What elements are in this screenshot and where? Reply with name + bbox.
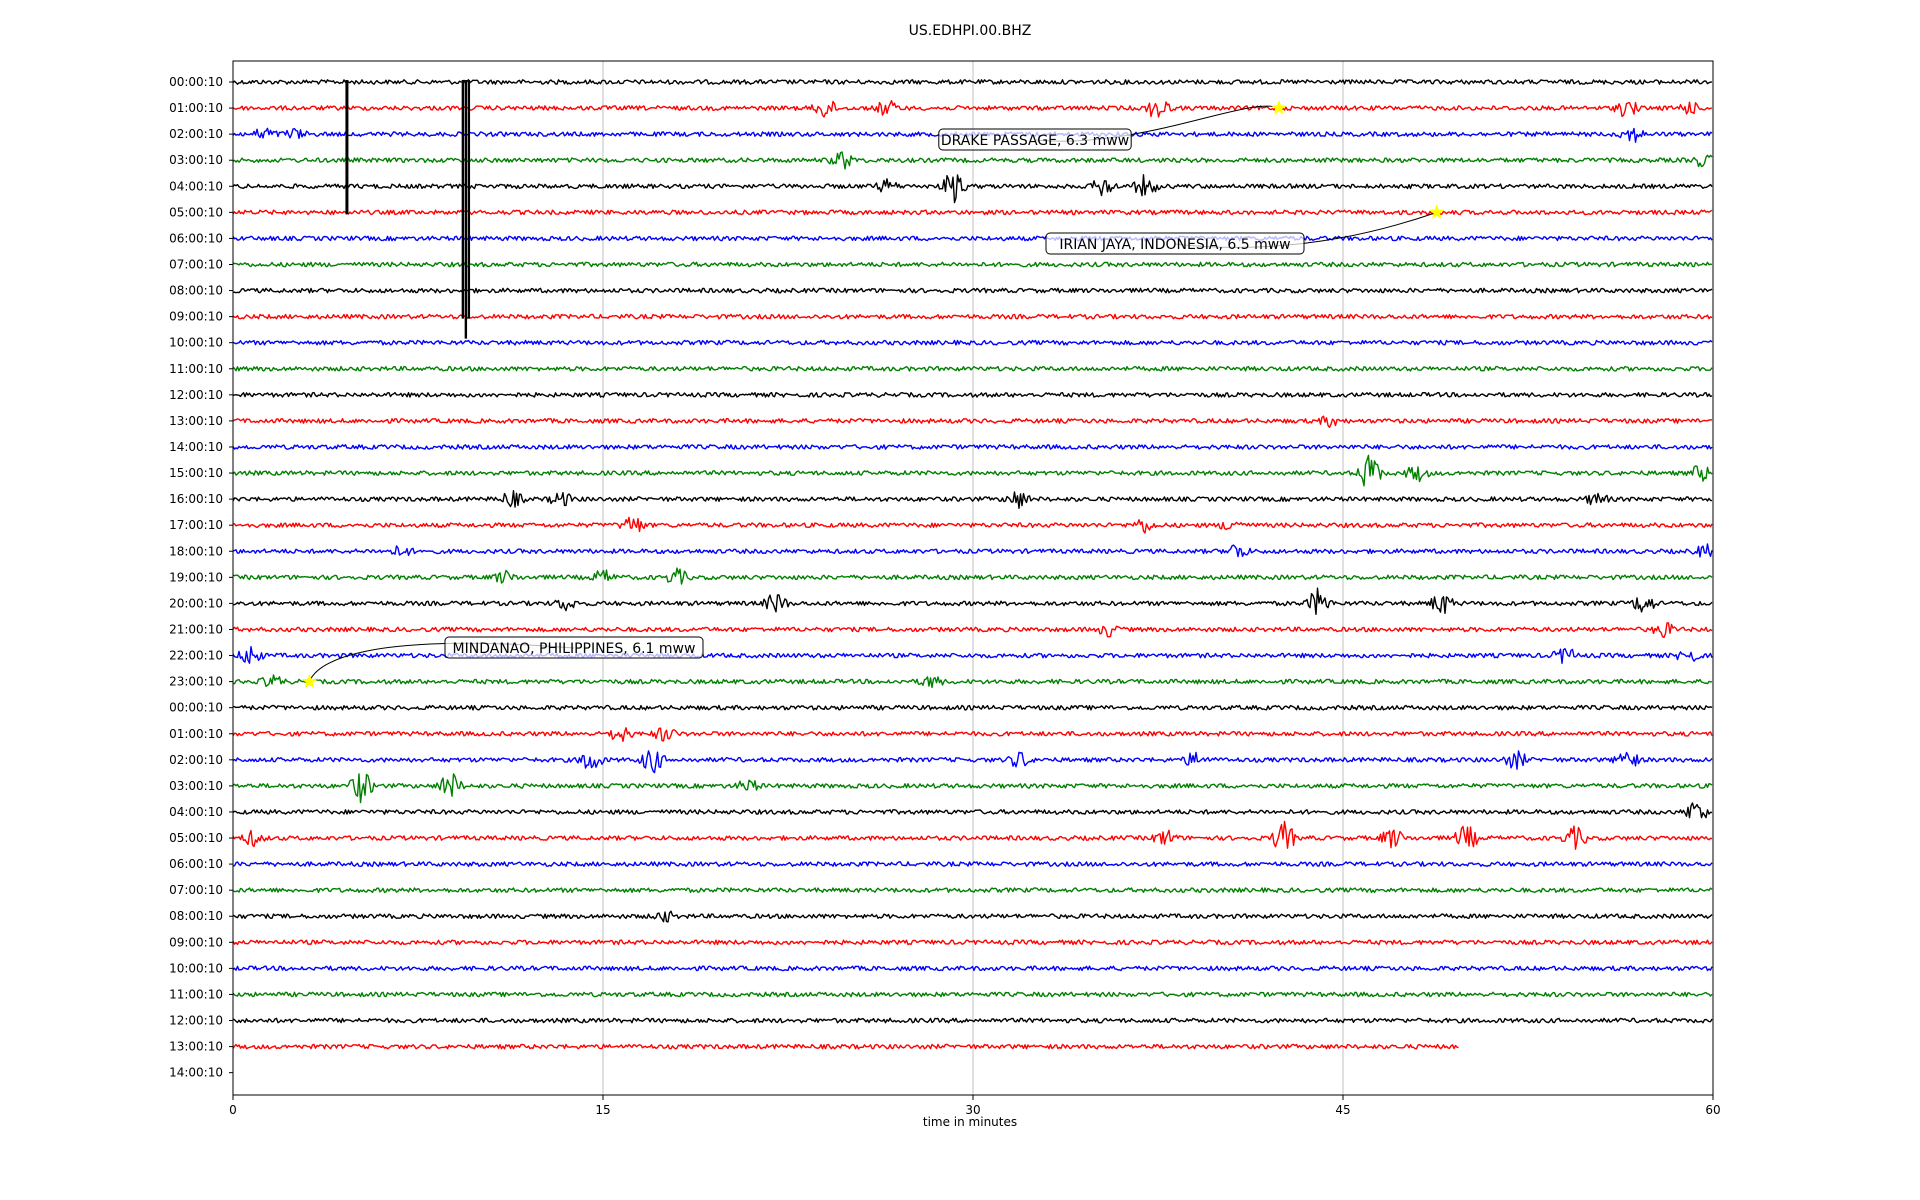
y-tick-label: 06:00:10 <box>169 231 223 245</box>
trace-6 <box>232 235 1713 242</box>
trace-18 <box>232 543 1713 558</box>
trace-5 <box>232 209 1713 216</box>
y-tick-label: 00:00:10 <box>169 701 223 715</box>
trace-7 <box>232 261 1713 268</box>
trace-28 <box>232 802 1713 819</box>
x-axis: 0 15 30 45 60 <box>229 1095 1721 1117</box>
y-tick-label: 03:00:10 <box>169 153 223 167</box>
event-label-box <box>938 128 1132 151</box>
trace-34 <box>232 965 1713 972</box>
chart-title: US.EDHPI.00.BHZ <box>909 23 1032 39</box>
x-tick-label: 45 <box>1335 1103 1350 1117</box>
y-tick-labels: 00:00:10 01:00:10 02:00:10 03:00:10 04:00:10… <box>169 75 233 1080</box>
trace-10 <box>232 339 1713 346</box>
y-tick-label: 11:00:10 <box>169 362 223 376</box>
trace-16 <box>232 490 1713 509</box>
trace-12 <box>232 391 1713 398</box>
y-tick-label: 15:00:10 <box>169 466 223 480</box>
x-tick-label: 15 <box>595 1103 610 1117</box>
y-tick-label: 10:00:10 <box>169 336 223 350</box>
y-tick-label: 13:00:10 <box>169 414 223 428</box>
y-tick-label: 09:00:10 <box>169 935 223 949</box>
event-annotations: DRAKE PASSAGE, 6.3 mww IRIAN JAYA, INDONE… <box>301 100 1445 689</box>
y-tick-label: 00:00:10 <box>169 75 223 89</box>
y-tick-label: 12:00:10 <box>169 1014 223 1028</box>
event-label: IRIAN JAYA, INDONESIA, 6.5 mww <box>1059 237 1290 253</box>
trace-37 <box>232 1043 1459 1050</box>
trace-3 <box>232 151 1713 170</box>
trace-9 <box>232 313 1713 320</box>
trace-20 <box>232 587 1713 615</box>
y-tick-label: 02:00:10 <box>169 127 223 141</box>
y-tick-label: 14:00:10 <box>169 440 223 454</box>
trace-11 <box>232 365 1713 372</box>
y-tick-label: 02:00:10 <box>169 753 223 767</box>
trace-19 <box>232 567 1713 585</box>
event-star-icon <box>1429 204 1445 219</box>
event-star-icon <box>301 673 318 689</box>
trace-23 <box>232 674 1713 689</box>
y-tick-label: 22:00:10 <box>169 649 223 663</box>
y-tick-label: 21:00:10 <box>169 622 223 636</box>
event-star-icon <box>1271 100 1287 115</box>
y-tick-label: 11:00:10 <box>169 987 223 1001</box>
x-tick-label: 60 <box>1705 1103 1720 1117</box>
y-tick-label: 16:00:10 <box>169 492 223 506</box>
y-tick-label: 04:00:10 <box>169 805 223 819</box>
y-tick-label: 19:00:10 <box>169 570 223 584</box>
trace-31 <box>232 887 1713 894</box>
y-tick-label: 05:00:10 <box>169 205 223 219</box>
y-tick-label: 08:00:10 <box>169 909 223 923</box>
trace-14 <box>232 444 1713 450</box>
trace-26 <box>232 750 1713 774</box>
trace-0 <box>232 79 1712 85</box>
trace-15 <box>232 454 1713 487</box>
y-tick-label: 05:00:10 <box>169 831 223 845</box>
y-tick-label: 17:00:10 <box>169 518 223 532</box>
traces <box>232 79 1713 1050</box>
trace-25 <box>232 727 1713 742</box>
trace-4 <box>232 174 1713 204</box>
y-tick-label: 09:00:10 <box>169 310 223 324</box>
y-tick-label: 03:00:10 <box>169 779 223 793</box>
y-tick-label: 07:00:10 <box>169 883 223 897</box>
trace-1 <box>232 100 1713 118</box>
x-tick-label: 0 <box>229 1103 237 1117</box>
trace-27 <box>232 773 1713 804</box>
trace-30 <box>233 861 1713 867</box>
glitch-spikes <box>345 80 471 339</box>
event-label: MINDANAO, PHILIPPINES, 6.1 mww <box>453 641 696 657</box>
y-tick-label: 01:00:10 <box>169 101 223 115</box>
y-tick-label: 07:00:10 <box>169 257 223 271</box>
trace-8 <box>232 287 1713 294</box>
event-label: DRAKE PASSAGE, 6.3 mww <box>941 133 1129 149</box>
y-tick-label: 01:00:10 <box>169 727 223 741</box>
y-tick-label: 13:00:10 <box>169 1040 223 1054</box>
y-tick-label: 12:00:10 <box>169 388 223 402</box>
trace-36 <box>232 1017 1713 1024</box>
trace-32 <box>232 910 1713 923</box>
trace-29 <box>232 820 1713 850</box>
trace-33 <box>232 939 1713 946</box>
trace-21 <box>232 622 1713 639</box>
y-tick-label: 14:00:10 <box>169 1066 223 1080</box>
trace-13 <box>232 415 1713 428</box>
y-tick-label: 10:00:10 <box>169 961 223 975</box>
trace-24 <box>232 704 1713 711</box>
trace-17 <box>232 516 1713 534</box>
y-tick-label: 20:00:10 <box>169 596 223 610</box>
event-label-box <box>444 636 704 659</box>
y-tick-label: 23:00:10 <box>169 675 223 689</box>
trace-35 <box>232 991 1713 998</box>
y-tick-label: 08:00:10 <box>169 284 223 298</box>
y-tick-label: 04:00:10 <box>169 179 223 193</box>
y-tick-label: 18:00:10 <box>169 544 223 558</box>
x-axis-label: time in minutes <box>923 1115 1017 1129</box>
event-label-box <box>1045 232 1305 255</box>
x-tick-label: 30 <box>965 1103 980 1117</box>
y-tick-label: 06:00:10 <box>169 857 223 871</box>
